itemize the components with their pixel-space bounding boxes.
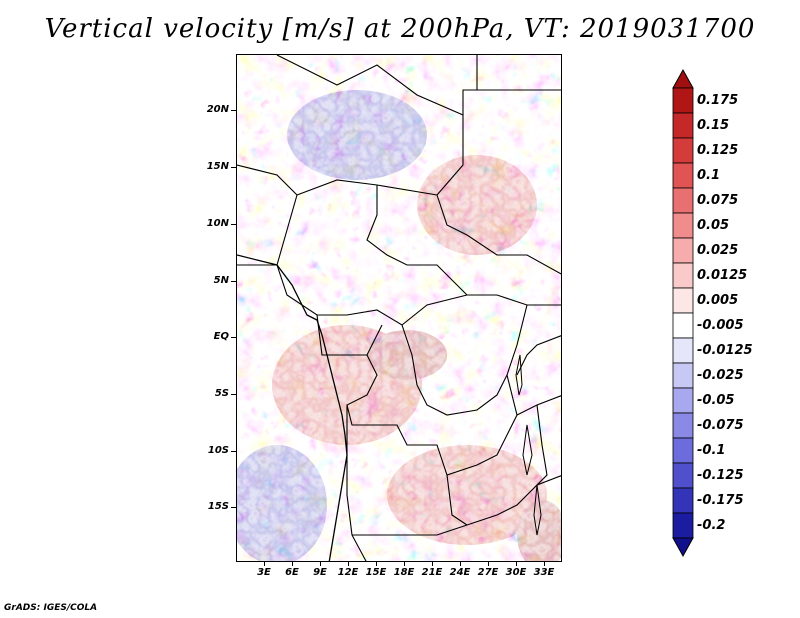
- grads-credit: GrADS: IGES/COLA: [4, 603, 98, 613]
- colorbar-label: -0.075: [697, 417, 744, 433]
- xtick-21e: [432, 562, 433, 566]
- colorbar-swatch: [672, 312, 694, 339]
- colorbar-swatch: [672, 137, 694, 164]
- xtick-15e: [376, 562, 377, 566]
- xtick-33e: [544, 562, 545, 566]
- x-label-3e: 3E: [257, 567, 271, 578]
- colorbar-swatch: [672, 237, 694, 264]
- colorbar-label: 0.0125: [697, 267, 748, 283]
- colorbar-swatch: [672, 87, 694, 114]
- y-label-5n: 5N: [213, 275, 229, 286]
- colorbar-swatch: [672, 462, 694, 489]
- xtick-18e: [404, 562, 405, 566]
- x-label-15e: 15E: [365, 567, 387, 578]
- xtick-30e: [516, 562, 517, 566]
- x-label-33e: 33E: [533, 567, 555, 578]
- x-label-9e: 9E: [313, 567, 327, 578]
- colorbar-label: -0.2: [697, 517, 726, 533]
- colorbar-swatch: [672, 287, 694, 314]
- colorbar-label: -0.025: [697, 367, 744, 383]
- xtick-3e: [264, 562, 265, 566]
- y-label-eq: EQ: [213, 331, 229, 342]
- colorbar-swatch: [672, 112, 694, 139]
- colorbar-label: -0.175: [697, 492, 744, 508]
- colorbar-label: 0.175: [697, 92, 739, 108]
- lakes: [515, 354, 542, 536]
- coastline: [237, 254, 348, 561]
- colorbar-label: -0.005: [697, 317, 744, 333]
- colorbar-label: -0.05: [697, 392, 735, 408]
- colorbar-label: 0.1: [697, 167, 721, 183]
- country-borders: [237, 55, 561, 561]
- colorbar-swatch: [672, 362, 694, 389]
- colorbar-swatch: [672, 262, 694, 289]
- colorbar-swatch: [672, 512, 694, 539]
- xtick-9e: [320, 562, 321, 566]
- x-label-12e: 12E: [337, 567, 359, 578]
- y-label-15n: 15N: [206, 161, 229, 172]
- x-label-6e: 6E: [285, 567, 299, 578]
- field-streaks: [237, 55, 561, 561]
- colorbar-label: 0.025: [697, 242, 739, 258]
- colorbar-label: 0.075: [697, 192, 739, 208]
- colorbar-swatch: [672, 162, 694, 189]
- x-label-30e: 30E: [505, 567, 527, 578]
- colorbar-swatch: [672, 487, 694, 514]
- colorbar-swatch: [672, 337, 694, 364]
- colorbar-bottom-arrow: [672, 537, 694, 558]
- map-panel: [236, 54, 562, 562]
- colorbar-label: -0.1: [697, 442, 726, 458]
- colorbar-swatch: [672, 412, 694, 439]
- xtick-12e: [348, 562, 349, 566]
- colorbar: [672, 68, 694, 558]
- colorbar-label: 0.005: [697, 292, 739, 308]
- x-label-27e: 27E: [477, 567, 499, 578]
- ytick-eq: [231, 337, 236, 338]
- y-label-10s: 10S: [207, 445, 229, 456]
- x-label-18e: 18E: [393, 567, 415, 578]
- x-label-21e: 21E: [421, 567, 443, 578]
- xtick-24e: [460, 562, 461, 566]
- colorbar-swatch: [672, 212, 694, 239]
- chart-title: Vertical velocity [m/s] at 200hPa, VT: 2…: [44, 14, 756, 44]
- y-label-15s: 15S: [207, 501, 229, 512]
- y-label-20n: 20N: [206, 104, 229, 115]
- colorbar-label: -0.125: [697, 467, 744, 483]
- ytick-10n: [231, 224, 236, 225]
- colorbar-label: 0.05: [697, 217, 730, 233]
- ytick-15n: [231, 167, 236, 168]
- xtick-27e: [488, 562, 489, 566]
- colorbar-swatch: [672, 187, 694, 214]
- colorbar-label: -0.0125: [697, 342, 753, 358]
- ytick-10s: [231, 451, 236, 452]
- y-label-5s: 5S: [214, 388, 229, 399]
- colorbar-label: 0.15: [697, 117, 730, 133]
- xtick-6e: [292, 562, 293, 566]
- ytick-20n: [231, 110, 236, 111]
- x-label-24e: 24E: [449, 567, 471, 578]
- y-label-10n: 10N: [206, 218, 229, 229]
- colorbar-top-arrow: [672, 68, 694, 89]
- colorbar-label: 0.125: [697, 142, 739, 158]
- ytick-5n: [231, 281, 236, 282]
- colorbar-swatch: [672, 437, 694, 464]
- ytick-15s: [231, 507, 236, 508]
- ytick-5s: [231, 394, 236, 395]
- colorbar-swatch: [672, 387, 694, 414]
